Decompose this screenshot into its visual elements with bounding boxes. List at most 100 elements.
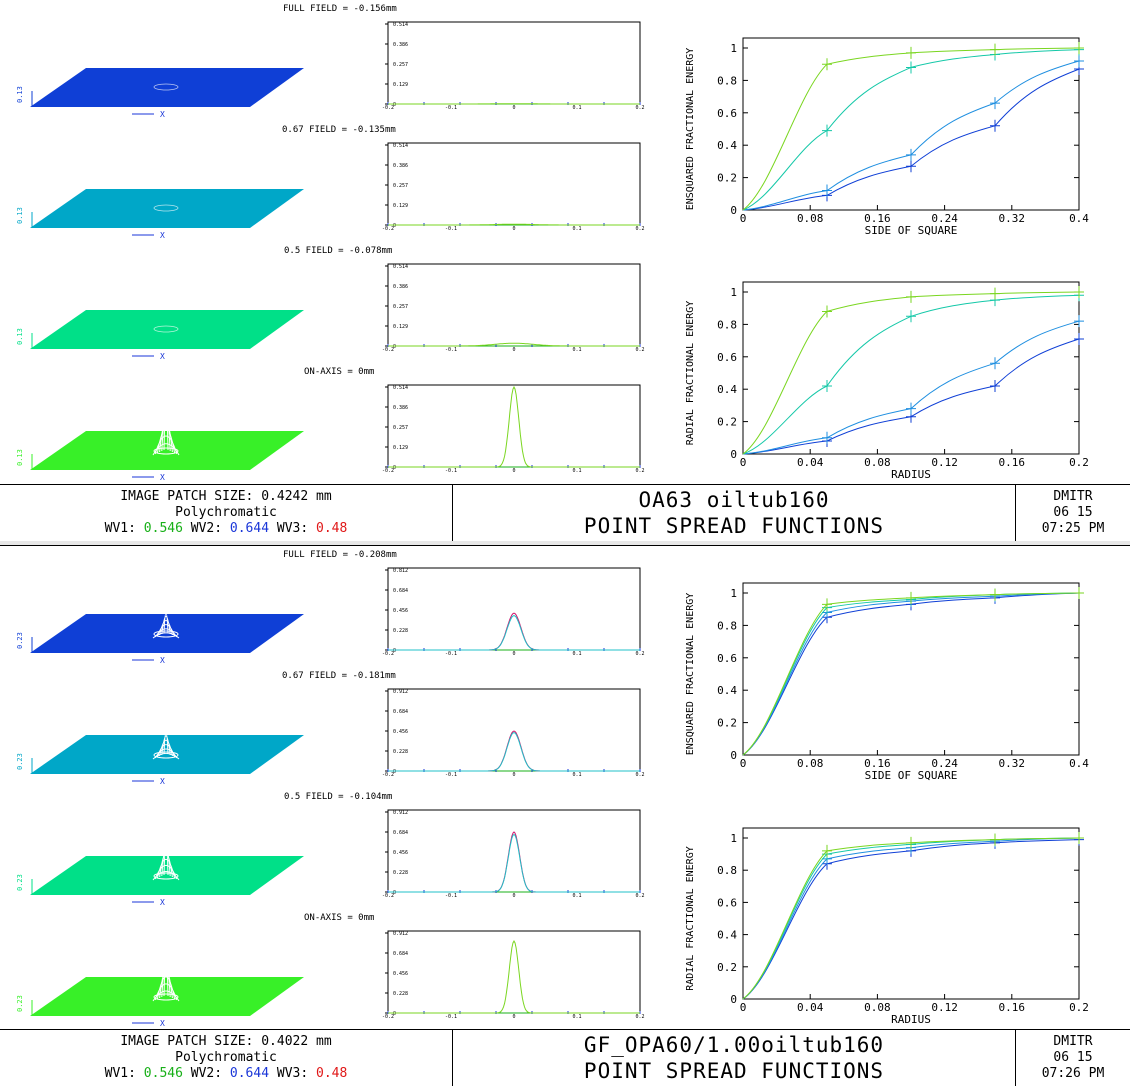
profile-xtick-label: -0.1 bbox=[445, 226, 457, 232]
profile-xtick-label: -0.1 bbox=[445, 468, 457, 474]
energy-ytick-label: 0 bbox=[730, 448, 737, 461]
energy-xtick-label: 0.4 bbox=[1069, 212, 1089, 225]
energy-marker bbox=[990, 357, 1000, 369]
energy-xtick-label: 0 bbox=[740, 456, 747, 469]
profile-xtick-label: 0.2 bbox=[635, 226, 644, 232]
energy-curve bbox=[743, 593, 1079, 755]
profile-xtick-label: 0.1 bbox=[572, 226, 581, 232]
energy-curve bbox=[743, 69, 1079, 210]
profile-xtick-label: 0 bbox=[512, 468, 515, 474]
energy-curve bbox=[743, 593, 1079, 755]
profile-ytick-label: 0.514 bbox=[393, 143, 408, 149]
energy-xtick-label: 0.32 bbox=[999, 212, 1026, 225]
footer-meta: DMITR 06 15 07:25 PM bbox=[1016, 485, 1130, 541]
energy-ytick-label: 0.6 bbox=[717, 351, 737, 364]
energy-marker bbox=[906, 592, 916, 604]
energy-ylabel: ENSQUARED FRACTIONAL ENERGY bbox=[685, 593, 696, 756]
profile-ytick-label: 0.684 bbox=[393, 709, 408, 715]
energy-curve bbox=[743, 840, 1079, 999]
profile-ytick-label: 0.912 bbox=[393, 931, 408, 937]
energy-ytick-label: 1 bbox=[730, 832, 737, 845]
energy-xtick-label: 0.12 bbox=[931, 456, 958, 469]
field-label: ON-AXIS = 0mm bbox=[304, 367, 374, 377]
user-name: DMITR bbox=[1016, 489, 1130, 505]
lens-title: GF_OPA60/1.00oiltub160 bbox=[453, 1032, 1015, 1058]
profile-ytick-label: 0.912 bbox=[393, 689, 408, 695]
profile-xtick-label: -0.2 bbox=[382, 347, 394, 353]
profile-ytick-label: 0.684 bbox=[393, 951, 408, 957]
energy-curve bbox=[743, 321, 1079, 454]
energy-xtick-label: 0.08 bbox=[864, 1001, 891, 1014]
profile-frame bbox=[388, 689, 640, 771]
surface-x-label: X bbox=[160, 898, 165, 907]
psf-surface bbox=[30, 856, 304, 895]
psf-surface bbox=[30, 189, 304, 228]
energy-marker bbox=[822, 185, 832, 197]
profile-xtick-label: 0 bbox=[512, 105, 515, 111]
energy-ytick-label: 0.2 bbox=[717, 172, 737, 185]
profile-xtick-label: -0.2 bbox=[382, 226, 394, 232]
energy-ytick-label: 0.2 bbox=[717, 717, 737, 730]
energy-xtick-label: 0.16 bbox=[999, 1001, 1026, 1014]
patch-size: IMAGE PATCH SIZE: 0.4022 mm bbox=[0, 1034, 452, 1050]
profile-xtick-label: -0.2 bbox=[382, 893, 394, 899]
footer-bar-1: IMAGE PATCH SIZE: 0.4242 mm Polychromati… bbox=[0, 484, 1130, 541]
profile-xtick-label: 0.1 bbox=[572, 105, 581, 111]
energy-ylabel: RADIAL FRACTIONAL ENERGY bbox=[685, 846, 696, 991]
field-label: ON-AXIS = 0mm bbox=[304, 913, 374, 923]
energy-ylabel: ENSQUARED FRACTIONAL ENERGY bbox=[685, 48, 696, 211]
surface-x-label: X bbox=[160, 1019, 165, 1028]
footer-title: GF_OPA60/1.00oiltub160 POINT SPREAD FUNC… bbox=[453, 1030, 1016, 1086]
energy-curve bbox=[743, 61, 1079, 210]
user-name: DMITR bbox=[1016, 1034, 1130, 1050]
profile-xtick-label: 0 bbox=[512, 226, 515, 232]
energy-curve bbox=[743, 593, 1079, 755]
profile-xtick-label: 0 bbox=[512, 1014, 515, 1020]
profile-ytick-label: 0.228 bbox=[393, 749, 408, 755]
surface-scale-label: 0.13 bbox=[16, 449, 24, 466]
energy-xtick-label: 0 bbox=[740, 212, 747, 225]
surface-x-label: X bbox=[160, 777, 165, 786]
field-label: 0.67 FIELD = -0.135mm bbox=[282, 125, 396, 135]
report-date: 06 15 bbox=[1016, 1050, 1130, 1066]
profile-xtick-label: 0.2 bbox=[635, 893, 644, 899]
mode-label: Polychromatic bbox=[0, 505, 452, 521]
footer-title: OA63 oiltub160 POINT SPREAD FUNCTIONS bbox=[453, 485, 1016, 541]
energy-marker bbox=[990, 97, 1000, 109]
profile-xtick-label: -0.2 bbox=[382, 772, 394, 778]
profile-ytick-label: 0.456 bbox=[393, 608, 408, 614]
profile-xtick-label: -0.2 bbox=[382, 651, 394, 657]
patch-size: IMAGE PATCH SIZE: 0.4242 mm bbox=[0, 489, 452, 505]
energy-ytick-label: 0.6 bbox=[717, 896, 737, 909]
profile-frame bbox=[388, 264, 640, 346]
energy-marker bbox=[906, 403, 916, 415]
energy-xtick-label: 0.2 bbox=[1069, 456, 1089, 469]
profile-ytick-label: 0.129 bbox=[393, 445, 408, 451]
energy-xtick-label: 0.08 bbox=[797, 757, 824, 770]
profile-xtick-label: 0.1 bbox=[572, 772, 581, 778]
profile-frame bbox=[388, 143, 640, 225]
energy-marker bbox=[1074, 832, 1084, 844]
energy-marker bbox=[1074, 55, 1084, 67]
profile-xtick-label: 0.2 bbox=[635, 468, 644, 474]
field-label: 0.5 FIELD = -0.078mm bbox=[284, 246, 392, 256]
profile-xtick-label: 0.2 bbox=[635, 105, 644, 111]
profile-xtick-label: 0.2 bbox=[635, 772, 644, 778]
field-label: 0.5 FIELD = -0.104mm bbox=[284, 792, 392, 802]
energy-ytick-label: 0.6 bbox=[717, 107, 737, 120]
profile-ytick-label: 0.684 bbox=[393, 830, 408, 836]
surface-scale-label: 0.23 bbox=[16, 874, 24, 891]
surface-scale-label: 0.23 bbox=[16, 632, 24, 649]
profile-ytick-label: 0.257 bbox=[393, 425, 408, 431]
wavelengths: WV1: 0.546 WV2: 0.644 WV3: 0.48 bbox=[0, 521, 452, 537]
energy-curve bbox=[743, 838, 1079, 999]
energy-ytick-label: 0.8 bbox=[717, 864, 737, 877]
energy-xtick-label: 0 bbox=[740, 1001, 747, 1014]
energy-ytick-label: 0.2 bbox=[717, 961, 737, 974]
surface-x-label: X bbox=[160, 473, 165, 482]
energy-ytick-label: 0.6 bbox=[717, 652, 737, 665]
energy-ytick-label: 0.8 bbox=[717, 74, 737, 87]
profile-ytick-label: 0.257 bbox=[393, 62, 408, 68]
energy-marker bbox=[906, 47, 916, 59]
energy-xtick-label: 0.08 bbox=[864, 456, 891, 469]
